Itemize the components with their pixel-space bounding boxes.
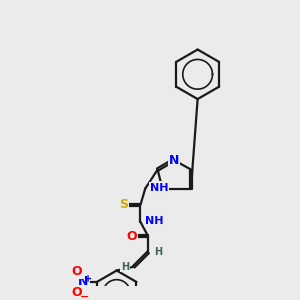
Text: N: N bbox=[78, 275, 89, 288]
Text: O: O bbox=[71, 286, 82, 299]
Text: −: − bbox=[80, 292, 89, 300]
Text: H: H bbox=[154, 248, 162, 257]
Text: NH: NH bbox=[150, 183, 169, 193]
Text: O: O bbox=[127, 230, 137, 243]
Text: N: N bbox=[169, 154, 179, 166]
Text: O: O bbox=[71, 265, 82, 278]
Text: H: H bbox=[121, 262, 129, 272]
Text: NH: NH bbox=[145, 216, 164, 226]
Text: S: S bbox=[158, 182, 167, 195]
Text: S: S bbox=[119, 198, 128, 211]
Text: +: + bbox=[84, 274, 92, 284]
